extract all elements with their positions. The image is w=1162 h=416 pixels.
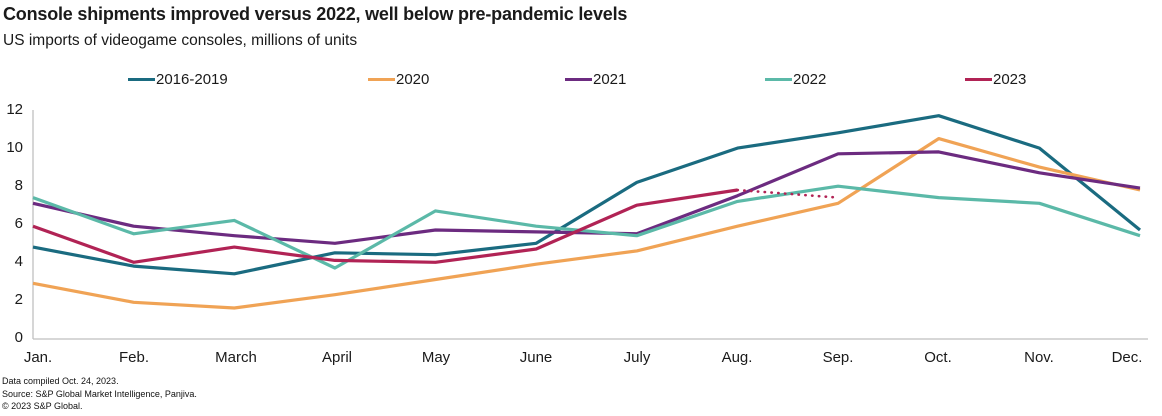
series-line-2020 — [32, 137, 1141, 310]
legend-line-swatch — [965, 77, 992, 81]
x-axis-label: Nov. — [1024, 349, 1054, 366]
legend-label: 2021 — [593, 70, 627, 88]
x-axis-label: June — [519, 349, 553, 366]
legend-label: 2016-2019 — [156, 70, 228, 88]
series-line-2016-2019 — [32, 114, 1142, 276]
y-axis-label: 4 — [14, 253, 23, 270]
y-axis-label: 10 — [6, 139, 23, 156]
legend-line-swatch — [765, 77, 792, 81]
series-line-2023 — [32, 188, 738, 264]
legend-item-2016-2019: 2016-2019 — [128, 70, 228, 88]
x-axis-label: Sep. — [822, 349, 854, 366]
legend: 2016-2019 2020 2021 2022 2023 — [0, 70, 1162, 88]
legend-line-swatch — [368, 77, 395, 81]
legend-line-swatch — [565, 77, 592, 81]
legend-label: 2022 — [793, 70, 827, 88]
x-axis-label: May — [421, 349, 451, 366]
chart-subtitle: US imports of videogame consoles, millio… — [3, 32, 358, 49]
y-axis-label: 0 — [14, 329, 23, 346]
x-axis-label: March — [215, 349, 257, 366]
legend-item-2020: 2020 — [368, 70, 429, 88]
x-axis-label: Oct. — [924, 349, 952, 366]
footer-source: Source: S&P Global Market Intelligence, … — [2, 389, 197, 399]
y-axis-label: 8 — [14, 177, 23, 194]
x-axis-label: Jan. — [23, 349, 53, 366]
x-axis-label: July — [623, 349, 651, 366]
x-axis-label: Aug. — [721, 349, 753, 366]
chart-title: Console shipments improved versus 2022, … — [3, 4, 628, 24]
footer-data-compiled: Data compiled Oct. 24, 2023. — [2, 376, 119, 386]
legend-label: 2023 — [993, 70, 1027, 88]
x-axis-label: April — [321, 349, 352, 366]
x-axis-label: Feb. — [118, 349, 149, 366]
y-axis-label: 6 — [14, 215, 23, 232]
legend-item-2022: 2022 — [765, 70, 826, 88]
footer-copyright: © 2023 S&P Global. — [2, 401, 83, 411]
legend-line-swatch — [128, 77, 155, 81]
y-axis-label: 2 — [14, 291, 23, 308]
series-line-2021 — [32, 150, 1141, 245]
x-axis-label: Dec. — [1111, 349, 1143, 366]
legend-label: 2020 — [396, 70, 430, 88]
legend-item-2021: 2021 — [565, 70, 626, 88]
legend-item-2023: 2023 — [965, 70, 1026, 88]
y-axis-label: 12 — [6, 101, 23, 118]
series-line-2022 — [32, 184, 1141, 270]
